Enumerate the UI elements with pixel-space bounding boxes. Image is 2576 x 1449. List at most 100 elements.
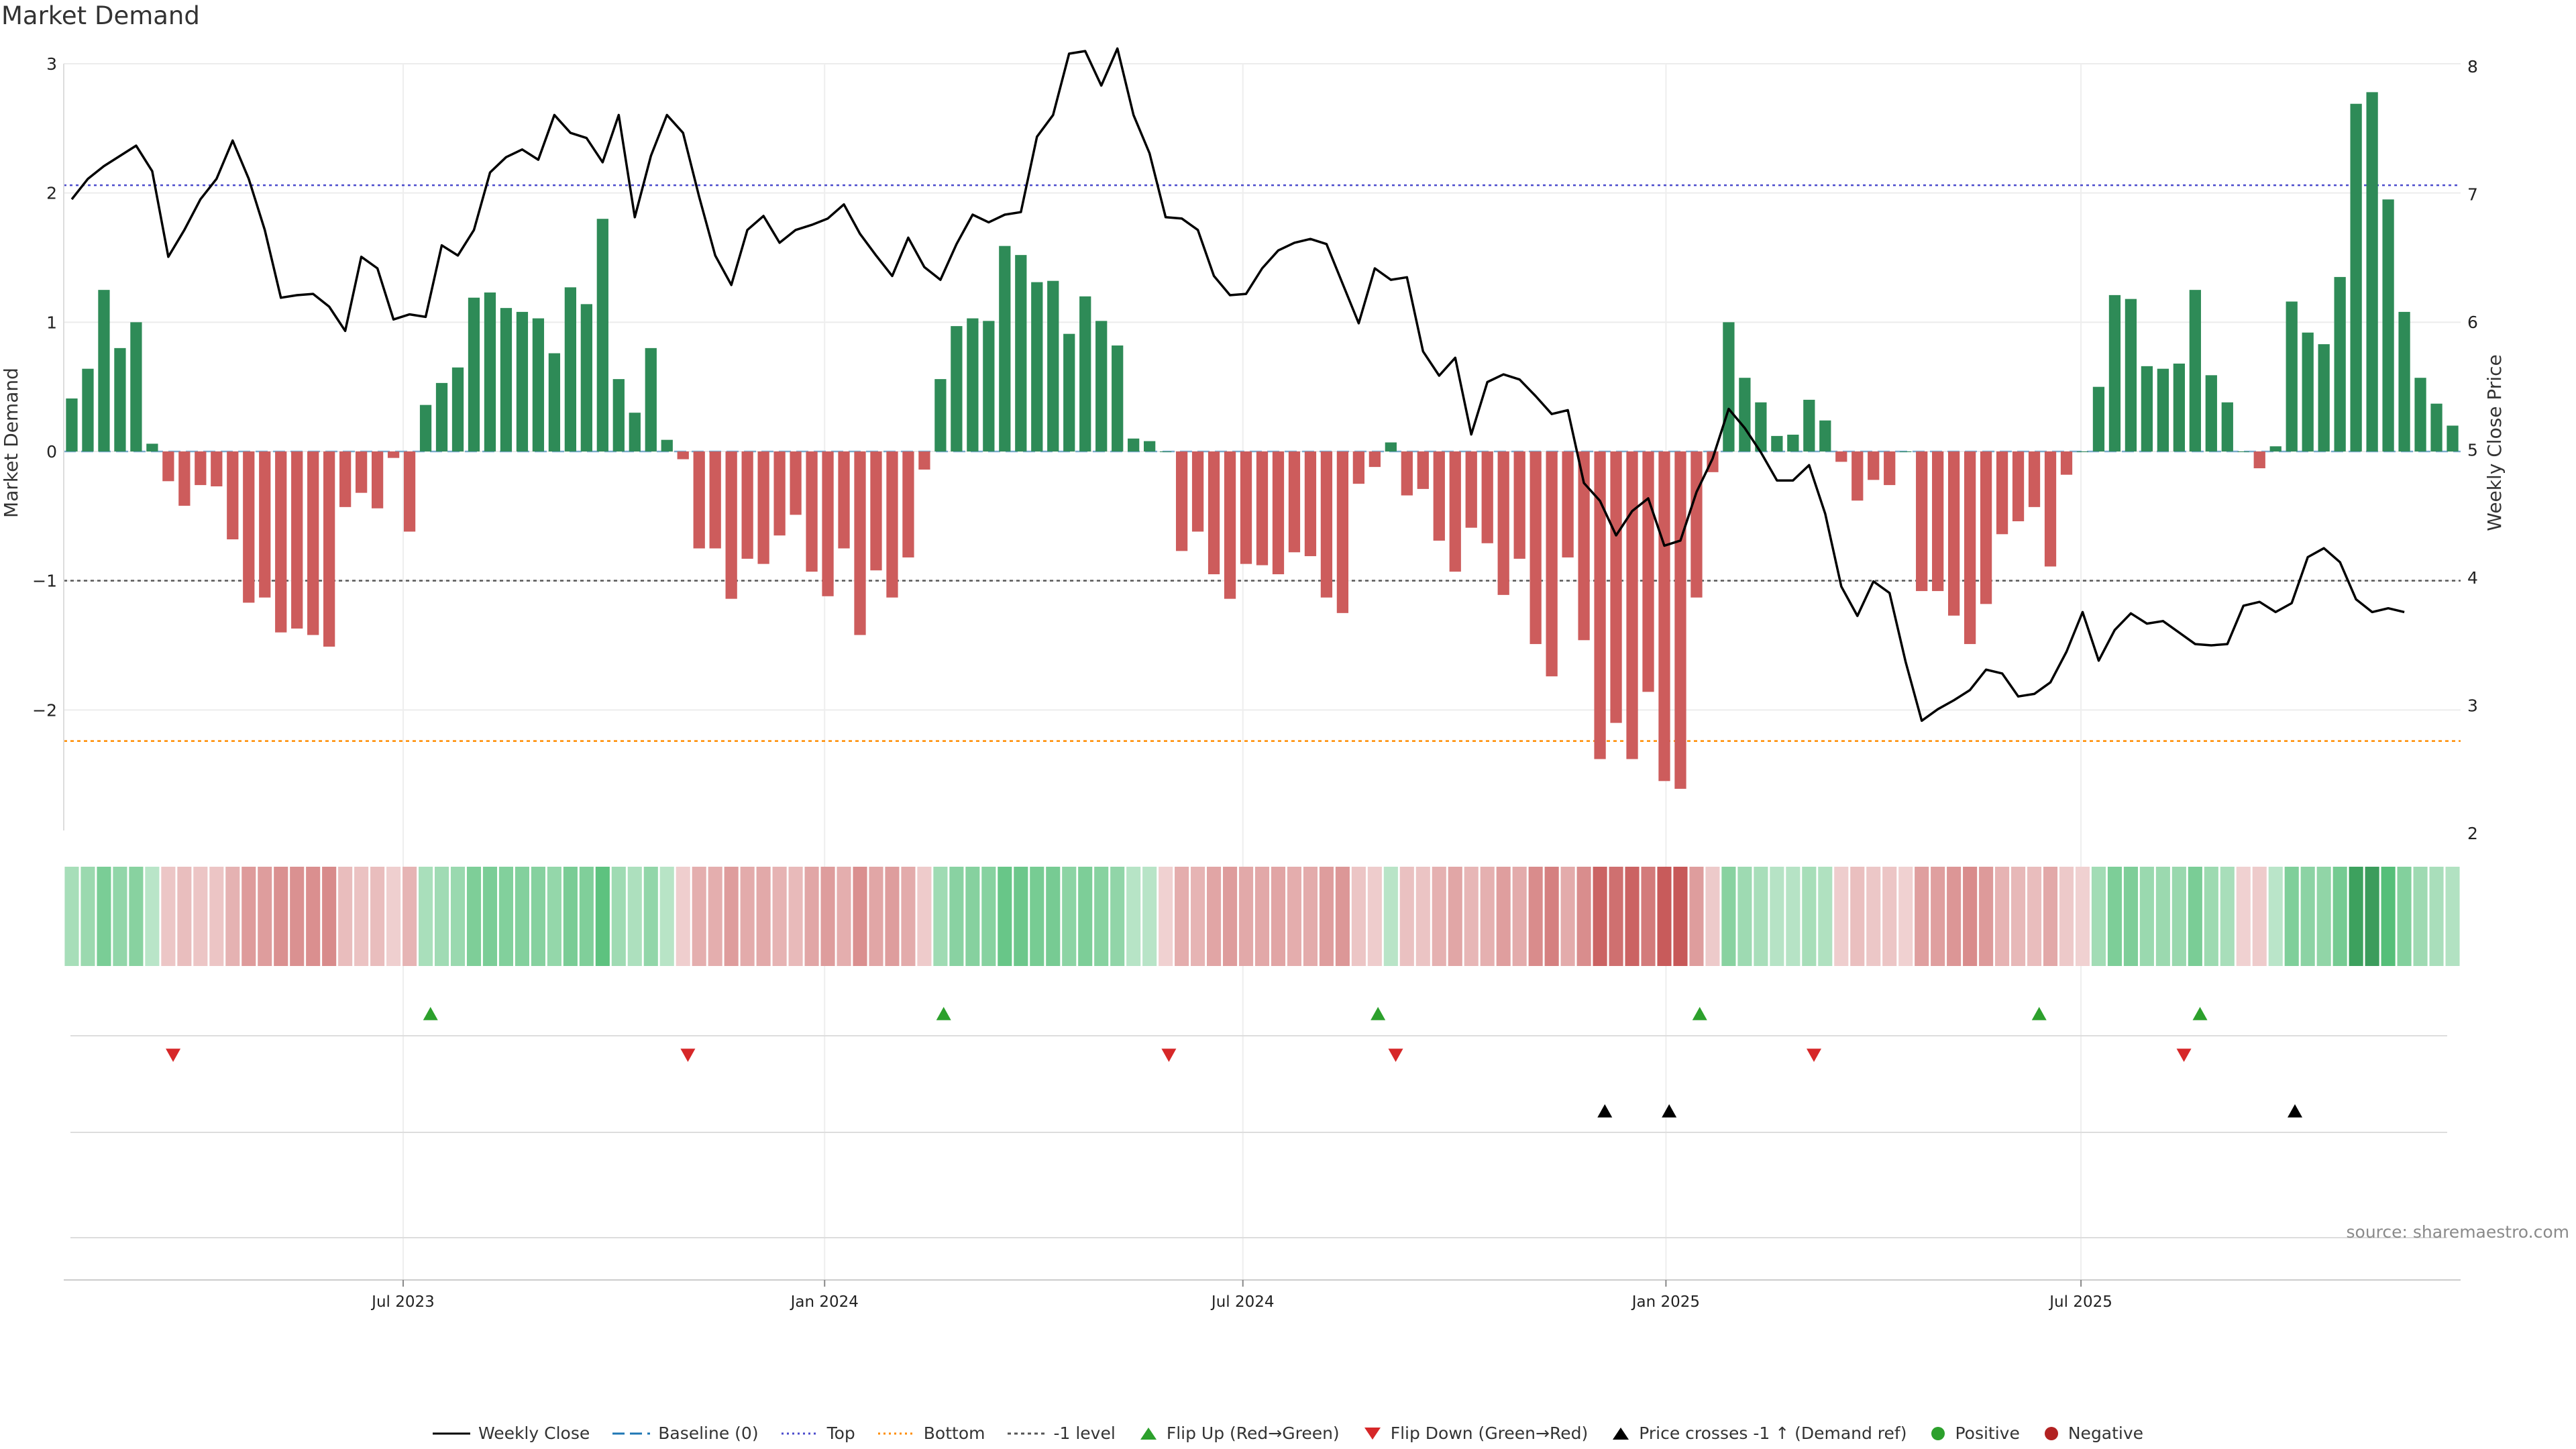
demand-bar — [435, 382, 448, 451]
demand-bar — [1352, 451, 1365, 484]
demand-bar — [419, 405, 432, 451]
y2-tick-label: 4 — [2467, 568, 2478, 588]
demand-bar — [1755, 402, 1767, 451]
demand-bar — [790, 451, 802, 515]
demand-bar — [1336, 451, 1349, 613]
legend-item-price-cross[interactable]: Price crosses -1 ↑ (Demand ref) — [1611, 1424, 1907, 1443]
y-tick-label: 3 — [46, 54, 57, 74]
demand-bar — [1546, 451, 1558, 677]
demand-bar — [693, 451, 705, 549]
heat-strip — [64, 867, 2460, 966]
heat-strip-cell — [1432, 867, 1446, 966]
heat-strip-cell — [515, 867, 529, 966]
heat-strip-cell — [820, 867, 835, 966]
price-cross-marker — [1662, 1104, 1677, 1118]
heat-strip-cell — [1367, 867, 1382, 966]
demand-bar — [2414, 378, 2426, 451]
demand-bar — [1079, 296, 1091, 451]
weekly-close-line — [70, 47, 2405, 722]
demand-bar — [2076, 451, 2089, 452]
heat-strip-cell — [2397, 867, 2412, 966]
flip-up-marker — [936, 1007, 951, 1020]
heat-strip-cell — [1979, 867, 1994, 966]
legend-item-bottom[interactable]: Bottom — [877, 1424, 985, 1443]
heat-strip-cell — [2027, 867, 2042, 966]
legend-label: Top — [826, 1424, 855, 1443]
price-line-layer — [70, 47, 2405, 722]
demand-bar — [629, 413, 641, 451]
black-line-icon — [432, 1432, 470, 1434]
demand-bar — [2141, 366, 2153, 451]
heat-strip-cell — [1078, 867, 1093, 966]
heat-strip-cell — [1319, 867, 1334, 966]
demand-bar — [1449, 451, 1461, 572]
legend-label: Positive — [1955, 1424, 2020, 1443]
demand-bar — [1481, 451, 1493, 543]
heat-strip-cell — [466, 867, 482, 966]
legend-item-flip-up[interactable]: Flip Up (Red→Green) — [1138, 1424, 1340, 1443]
demand-bar — [1851, 451, 1864, 501]
heat-strip-cell — [338, 867, 353, 966]
x-tick-label: Jul 2025 — [2048, 1293, 2112, 1311]
demand-bar — [403, 451, 416, 532]
legend-item-weekly-close[interactable]: Weekly Close — [432, 1424, 590, 1443]
legend-item-positive[interactable]: Positive — [1929, 1424, 2020, 1443]
heat-strip-cell — [64, 867, 79, 966]
heat-strip-cell — [981, 867, 996, 966]
heat-strip-cell — [676, 867, 690, 966]
demand-bar — [1159, 451, 1172, 452]
heat-strip-cell — [2413, 867, 2428, 966]
heat-strip-cell — [2349, 867, 2363, 966]
demand-bar — [1948, 451, 1960, 616]
demand-bar — [1368, 451, 1381, 468]
demand-bar — [1594, 451, 1606, 759]
demand-bar — [1642, 451, 1654, 692]
demand-bar — [1417, 451, 1429, 489]
demand-bar — [1256, 451, 1269, 566]
demand-bar — [2237, 451, 2249, 452]
heat-strip-cell — [80, 867, 95, 966]
demand-bar — [1385, 442, 1397, 451]
legend-item-baseline[interactable]: Baseline (0) — [612, 1424, 759, 1443]
heat-strip-cell — [1915, 867, 1929, 966]
y2-axis-label: Weekly Close Price — [2483, 354, 2506, 531]
blue-dash-icon — [612, 1432, 651, 1434]
demand-bar — [1690, 451, 1703, 598]
demand-bar — [243, 451, 255, 603]
heat-strip-cell — [386, 867, 401, 966]
source-credit: source: sharemaestro.com — [2346, 1222, 2570, 1242]
heat-strip-cell — [1754, 867, 1768, 966]
chart-title: Market Demand — [1, 1, 200, 30]
heat-strip-cell — [1560, 867, 1575, 966]
heat-strip-cell — [563, 867, 578, 966]
demand-bar — [934, 379, 947, 451]
heat-strip-cell — [1464, 867, 1479, 966]
demand-bar — [886, 451, 898, 598]
demand-bar — [1884, 451, 1896, 486]
heat-strip-cell — [1238, 867, 1254, 966]
heat-strip-cell — [933, 867, 948, 966]
heat-strip-cell — [290, 867, 305, 966]
heat-strip-cell — [2091, 867, 2106, 966]
heat-strip-cell — [692, 867, 706, 966]
demand-bar — [806, 451, 818, 572]
heat-strip-cell — [434, 867, 449, 966]
demand-bar — [983, 321, 995, 451]
legend-item-negative[interactable]: Negative — [2043, 1424, 2143, 1443]
demand-bar — [2382, 199, 2394, 451]
heat-strip-cell — [1898, 867, 1913, 966]
price-cross-marker — [2288, 1104, 2303, 1118]
legend-item-flip-down[interactable]: Flip Down (Green→Red) — [1362, 1424, 1588, 1443]
demand-bar — [2318, 344, 2330, 451]
demand-bar — [2028, 451, 2041, 507]
heat-strip-cell — [370, 867, 385, 966]
heat-strip-cell — [1931, 867, 1945, 966]
blue-dot-line-icon — [781, 1432, 819, 1434]
heat-strip-cell — [708, 867, 722, 966]
demand-bar — [757, 451, 769, 564]
heat-strip-cell — [611, 867, 626, 966]
demand-bar — [1996, 451, 2008, 535]
legend-item-top[interactable]: Top — [781, 1424, 855, 1443]
legend-item-minus-one[interactable]: -1 level — [1008, 1424, 1116, 1443]
